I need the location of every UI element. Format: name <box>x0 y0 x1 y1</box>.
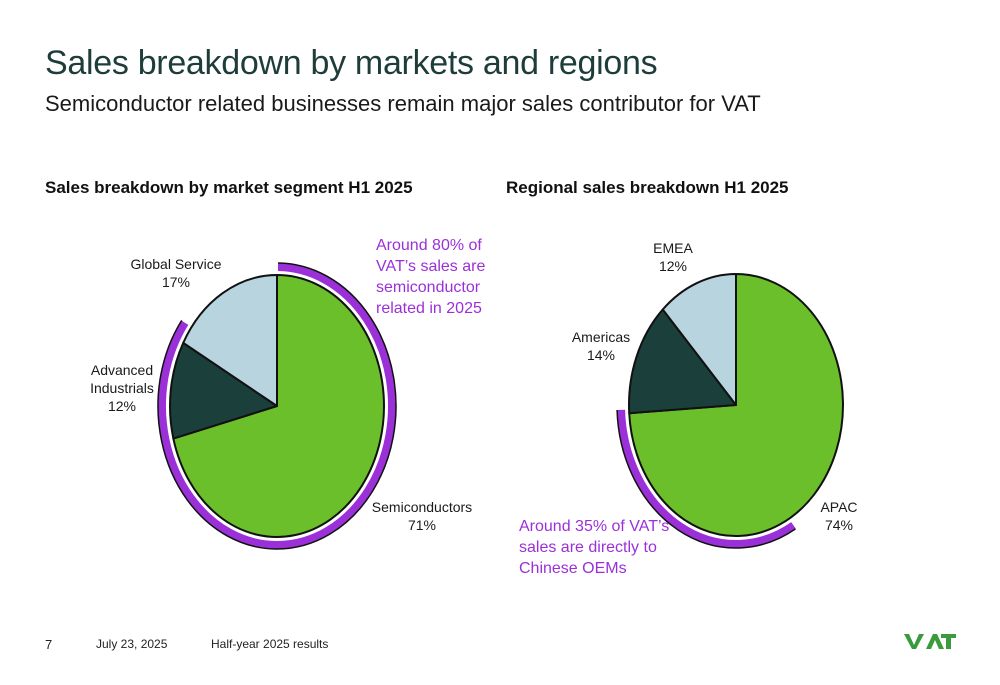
slice-label-global-service: Global Service 17% <box>130 256 221 290</box>
pie-slice-global-service <box>182 274 278 407</box>
slide-title: Sales breakdown by markets and regions <box>45 44 658 82</box>
vat-logo <box>904 632 956 655</box>
slice-label-advanced-industrials: Advanced Industrials 12% <box>90 362 154 414</box>
slice-label-apac: APAC 74% <box>820 499 857 533</box>
footer-document-title: Half-year 2025 results <box>211 637 329 651</box>
callout-text-1: Around 35% of VAT’s sales are directly to… <box>519 518 669 577</box>
chart-title-regional: Regional sales breakdown H1 2025 <box>506 178 789 197</box>
pie-slice-semiconductors <box>172 274 385 538</box>
slice-label-semiconductors: Semiconductors 71% <box>372 499 472 533</box>
chart-title-market-segment: Sales breakdown by market segment H1 202… <box>45 178 413 197</box>
slide-subtitle: Semiconductor related businesses remain … <box>45 91 761 116</box>
vat-logo-mark <box>904 634 956 649</box>
emphasis-arc-1 <box>617 409 796 548</box>
slice-label-emea: EMEA 12% <box>653 240 693 274</box>
pie-slice-americas <box>628 308 737 415</box>
slice-label-americas: Americas 14% <box>572 329 630 363</box>
callout-text-0: Around 80% of VAT’s sales are semiconducto… <box>376 237 485 317</box>
pie-slice-emea <box>661 273 737 406</box>
emphasis-arc-outline-1 <box>616 409 796 549</box>
footer-date: July 23, 2025 <box>96 637 168 651</box>
emphasis-arc-0 <box>158 263 396 549</box>
page-number: 7 <box>45 637 53 652</box>
pie-slice-advanced-industrials <box>169 341 278 440</box>
emphasis-arc-outline-0 <box>157 262 397 550</box>
